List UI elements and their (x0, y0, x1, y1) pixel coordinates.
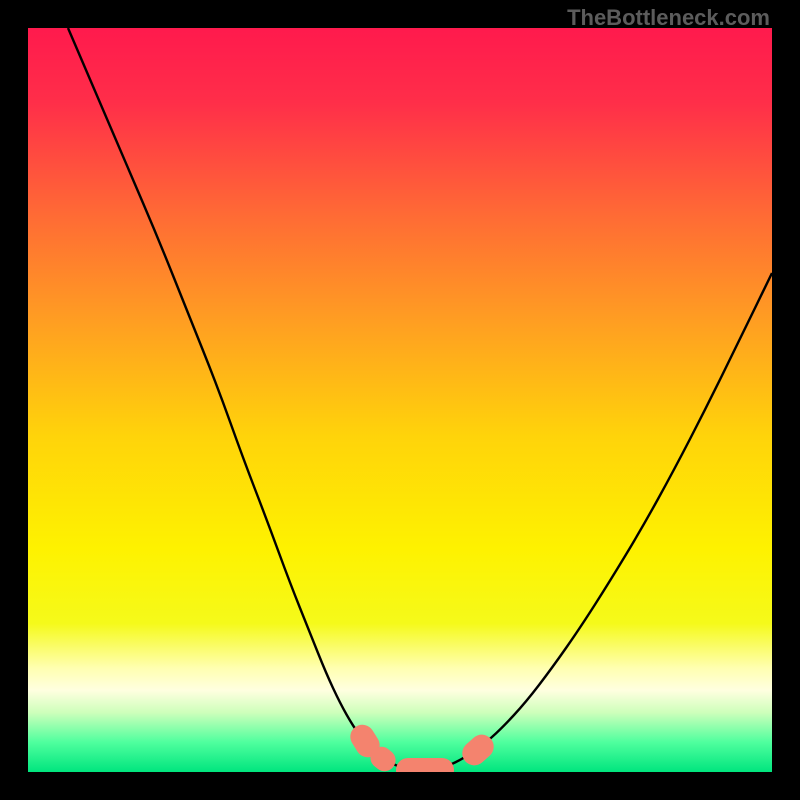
plot-area (28, 28, 772, 772)
marker-blob (346, 720, 384, 762)
chart-frame: TheBottleneck.com (0, 0, 800, 800)
bottleneck-curve (68, 28, 772, 770)
marker-blob (366, 742, 400, 772)
curve-layer (28, 28, 772, 772)
marker-blob (457, 730, 498, 771)
watermark-text: TheBottleneck.com (567, 5, 770, 31)
marker-blob (396, 758, 454, 772)
